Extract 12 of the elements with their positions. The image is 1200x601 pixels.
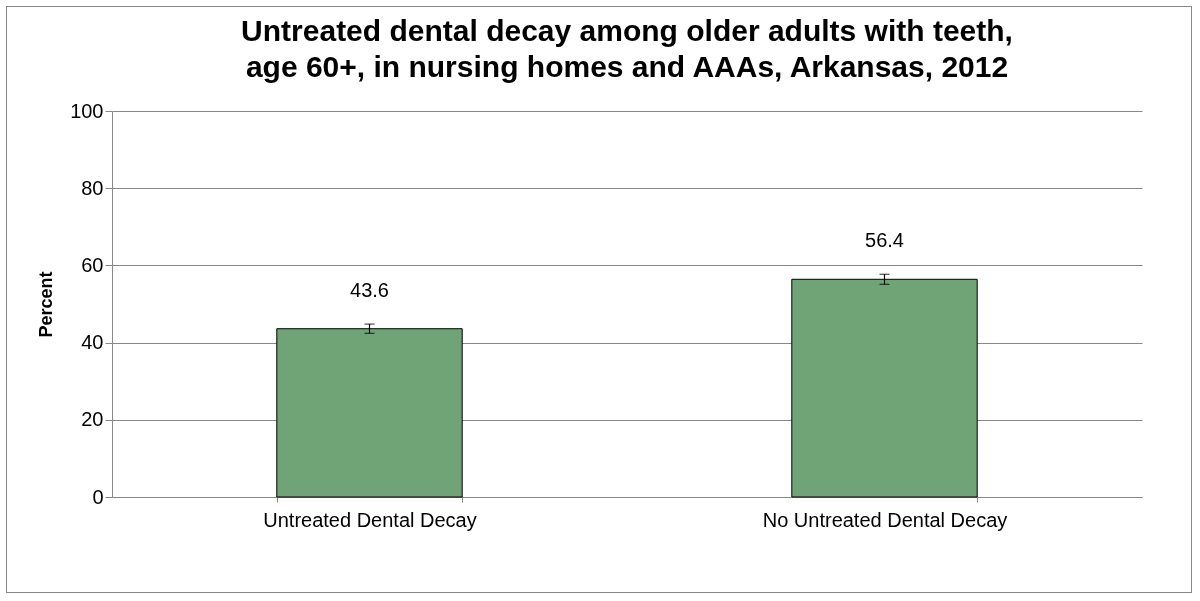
y-axis-title: Percent: [36, 271, 57, 338]
data-label: 56.4: [865, 229, 904, 252]
y-tick-label: 100: [70, 99, 104, 122]
data-label: 43.6: [350, 278, 389, 301]
y-tick-label: 80: [81, 176, 104, 199]
y-tick-label: 40: [81, 331, 104, 354]
x-tick-label: No Untreated Dental Decay: [762, 508, 1008, 531]
x-tick-label: Untreated Dental Decay: [263, 508, 477, 531]
y-tick-label: 20: [81, 408, 104, 431]
y-tick-label: 0: [92, 485, 104, 508]
y-tick-label: 60: [81, 253, 104, 276]
chart-title: Untreated dental decay among older adults with teeth, age 60+, in nursing homes and AAAs, Arkansas, 2012: [241, 14, 1013, 83]
